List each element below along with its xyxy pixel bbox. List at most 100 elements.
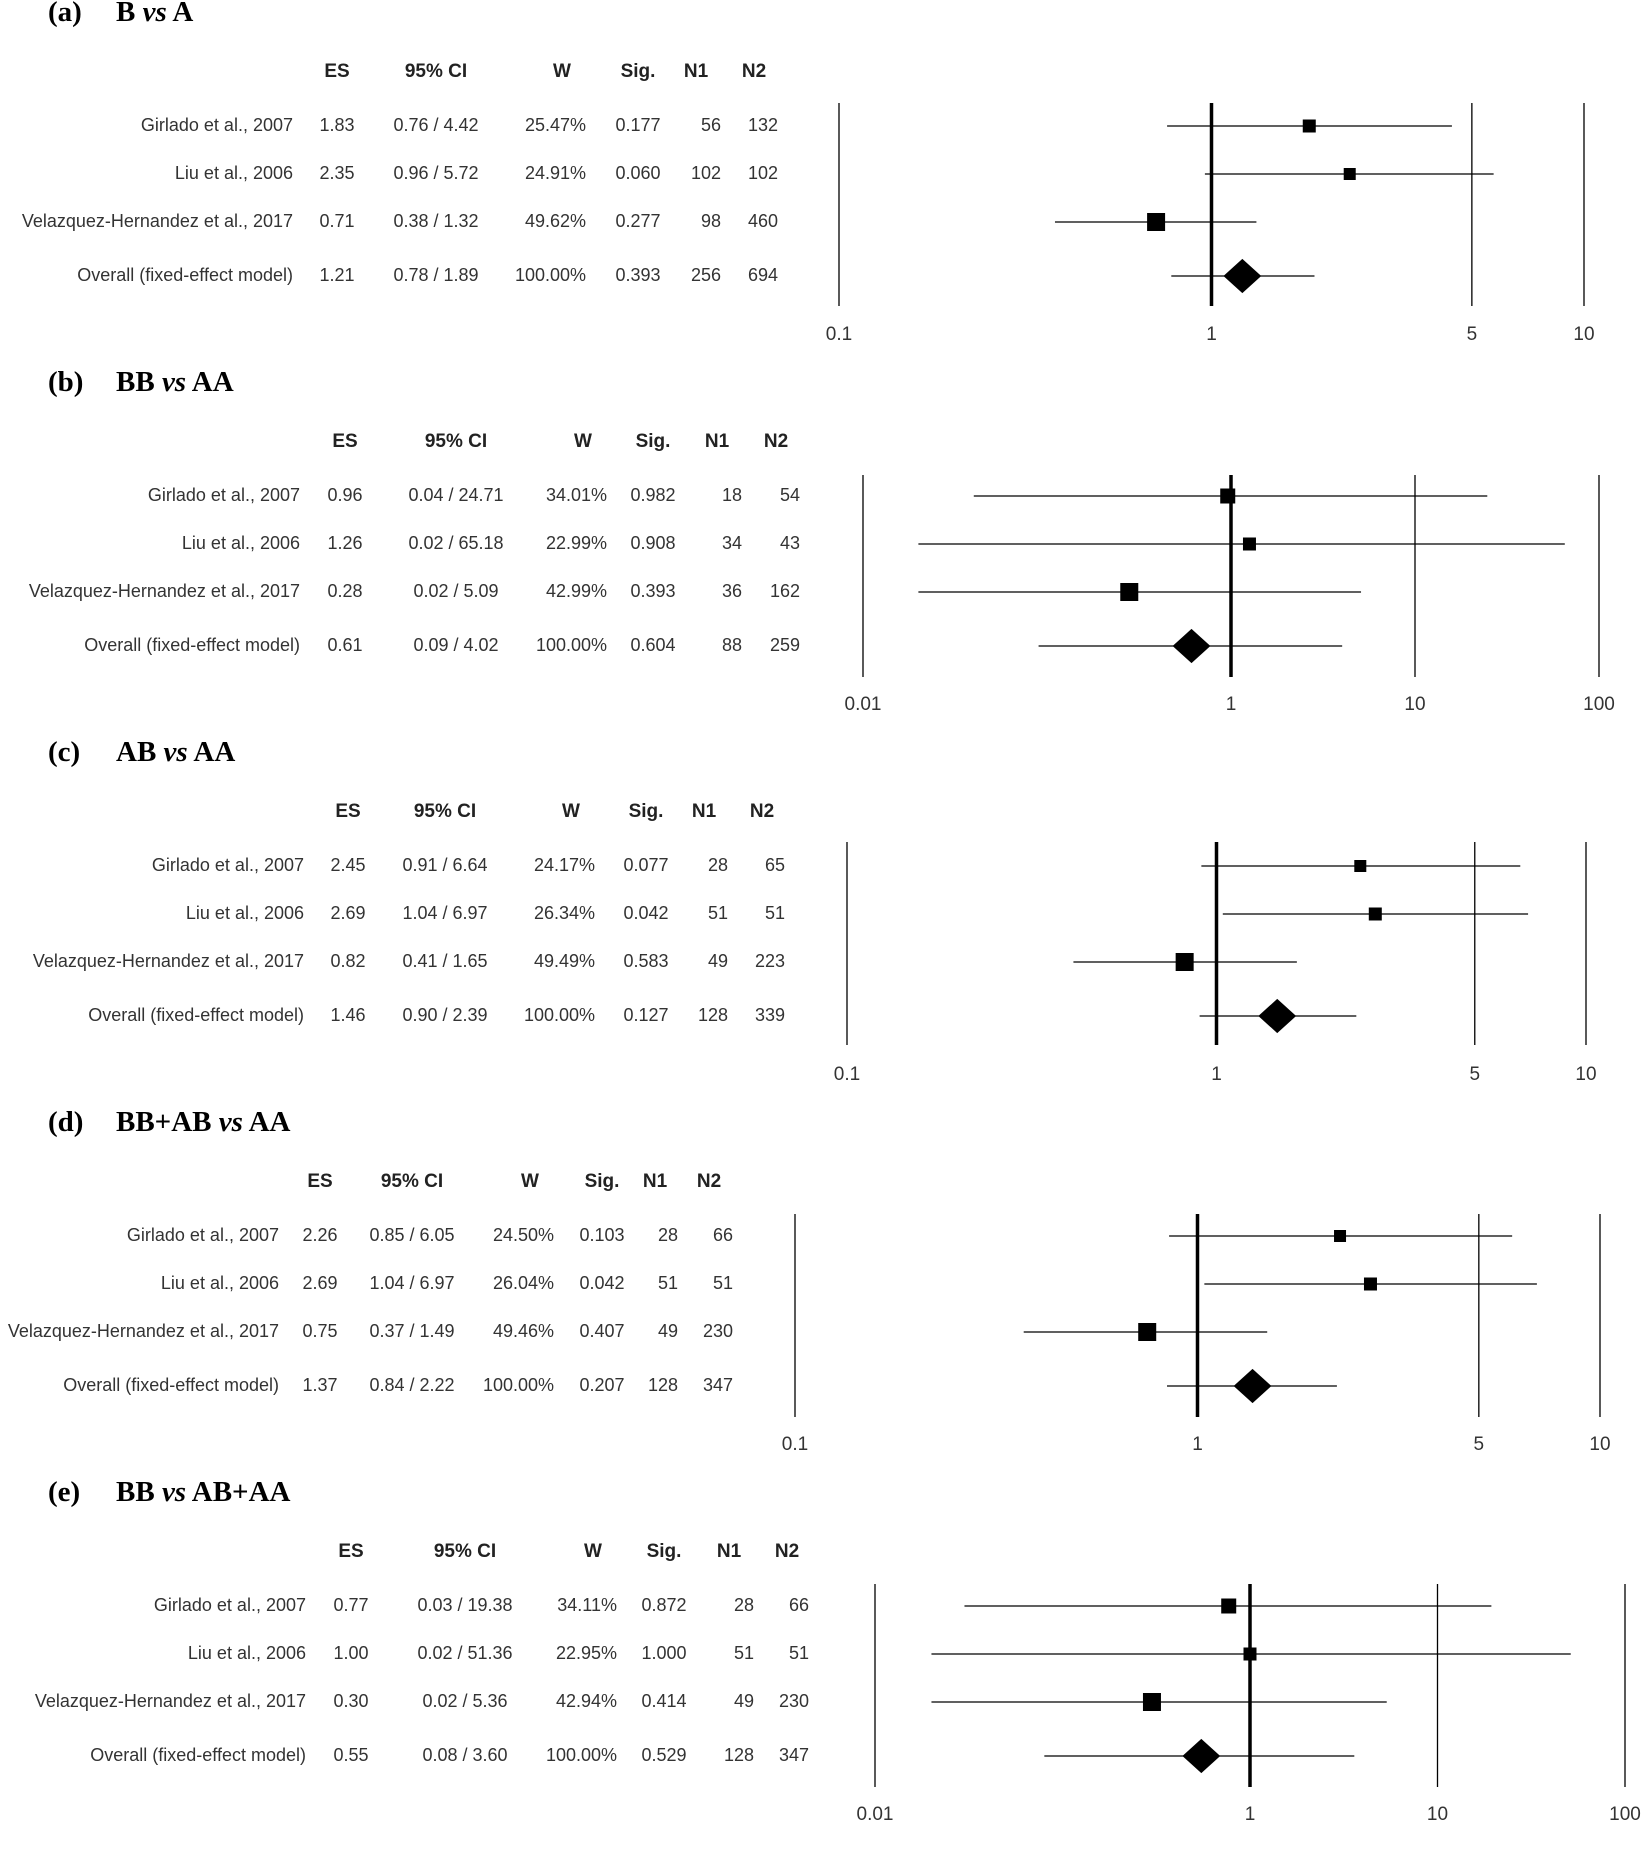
column-header: W — [562, 801, 580, 822]
significance: 0.103 — [579, 1225, 625, 1245]
effect-size: 2.45 — [330, 855, 366, 875]
forest-plot-area: 0.1 1 5 10 — [834, 842, 1597, 1085]
x-tick-label: 0.01 — [845, 694, 882, 715]
n2-count: 694 — [747, 265, 778, 285]
panel-title: (e) BB vs AB+AA — [48, 1476, 290, 1509]
confidence-interval: 0.76 / 4.42 — [393, 115, 479, 135]
column-header: ES — [307, 1171, 333, 1192]
panel-label: (a) — [48, 0, 82, 28]
forest-panel-1: (a) B vs A ES 95% CI W Sig. N1 N2 Girlado et al.… — [0, 0, 1641, 370]
column-header: ES — [335, 801, 361, 822]
study-name: Liu et al., 2006 — [185, 903, 304, 923]
study-estimate-square — [1354, 860, 1367, 872]
column-header: Sig. — [628, 801, 664, 822]
significance: 0.604 — [630, 635, 676, 655]
column-header: ES — [338, 1541, 364, 1562]
confidence-interval: 0.85 / 6.05 — [369, 1225, 455, 1245]
confidence-interval: 0.91 / 6.64 — [402, 855, 488, 875]
study-estimate-square — [1142, 1693, 1161, 1711]
x-tick-label: 1 — [1211, 1064, 1222, 1085]
column-header: W — [521, 1171, 539, 1192]
significance: 0.127 — [623, 1005, 669, 1025]
confidence-interval: 0.78 / 1.89 — [393, 265, 479, 285]
n1-count: 98 — [700, 211, 721, 231]
n1-count: 28 — [733, 1595, 754, 1615]
n2-count: 66 — [788, 1595, 809, 1615]
x-tick-label: 10 — [1427, 1804, 1448, 1825]
significance: 0.277 — [615, 211, 661, 231]
confidence-interval: 0.84 / 2.22 — [369, 1375, 455, 1395]
column-header: N1 — [691, 801, 717, 822]
column-header: N2 — [774, 1541, 800, 1562]
n2-count: 65 — [764, 855, 785, 875]
study-estimate-square — [1120, 583, 1139, 601]
confidence-interval: 0.02 / 5.36 — [422, 1691, 508, 1711]
x-tick-label: 100 — [1609, 1804, 1641, 1825]
n1-count: 28 — [707, 855, 728, 875]
significance: 0.177 — [615, 115, 661, 135]
panel-label: (c) — [48, 736, 81, 768]
n2-count: 230 — [778, 1691, 809, 1711]
significance: 0.407 — [579, 1321, 625, 1341]
study-name: Girlado et al., 2007 — [126, 1225, 279, 1245]
comparison-right: AA — [193, 736, 236, 768]
x-tick-label: 0.1 — [826, 324, 852, 345]
confidence-interval: 0.38 / 1.32 — [393, 211, 479, 231]
effect-size: 0.82 — [330, 951, 366, 971]
n1-count: 34 — [721, 533, 742, 553]
n1-count: 51 — [733, 1643, 754, 1663]
confidence-interval: 0.04 / 24.71 — [408, 485, 504, 505]
significance: 0.982 — [630, 485, 676, 505]
forest-panel-5: (e) BB vs AB+AA ES 95% CI W Sig. N1 N2 Girlado e… — [0, 1476, 1641, 1850]
column-header: N2 — [749, 801, 775, 822]
column-header: 95% CI — [424, 431, 488, 452]
confidence-interval: 0.96 / 5.72 — [393, 163, 479, 183]
column-header: Sig. — [620, 61, 656, 82]
study-name: Girlado et al., 2007 — [140, 115, 293, 135]
study-estimate-square — [1147, 213, 1166, 231]
effect-size: 0.61 — [327, 635, 363, 655]
comparison-left: B — [116, 0, 136, 28]
panel-title: (a) B vs A — [48, 0, 193, 29]
x-tick-label: 0.1 — [782, 1434, 808, 1455]
column-header: W — [553, 61, 571, 82]
x-tick-label: 10 — [1575, 1064, 1596, 1085]
column-header: N2 — [763, 431, 789, 452]
comparison-right: AA — [248, 1106, 291, 1138]
weight: 100.00% — [535, 635, 607, 655]
study-name: Overall (fixed-effect model) — [84, 635, 300, 655]
n1-count: 28 — [657, 1225, 678, 1245]
weight: 42.94% — [555, 1691, 617, 1711]
effect-size: 1.46 — [330, 1005, 366, 1025]
confidence-interval: 0.02 / 65.18 — [408, 533, 504, 553]
n1-count: 102 — [690, 163, 721, 183]
n1-count: 88 — [721, 635, 742, 655]
n1-count: 56 — [700, 115, 721, 135]
weight: 22.99% — [545, 533, 607, 553]
study-name: Velazquez-Hernandez et al., 2017 — [28, 581, 300, 601]
effect-size: 1.26 — [327, 533, 363, 553]
comparison-vs: vs — [161, 366, 187, 398]
weight: 34.01% — [545, 485, 607, 505]
effect-size: 0.30 — [333, 1691, 369, 1711]
study-name: Velazquez-Hernandez et al., 2017 — [34, 1691, 306, 1711]
weight: 100.00% — [545, 1745, 617, 1765]
study-name: Velazquez-Hernandez et al., 2017 — [21, 211, 293, 231]
n2-count: 339 — [754, 1005, 785, 1025]
effect-size: 2.35 — [319, 163, 355, 183]
weight: 24.91% — [524, 163, 586, 183]
confidence-interval: 1.04 / 6.97 — [402, 903, 488, 923]
panel-title: (c) AB vs AA — [48, 736, 235, 769]
forest-plot-area: 0.01 1 10 100 — [845, 475, 1615, 715]
column-header: Sig. — [584, 1171, 620, 1192]
column-header: 95% CI — [413, 801, 477, 822]
study-name: Liu et al., 2006 — [160, 1273, 279, 1293]
n2-count: 51 — [712, 1273, 733, 1293]
n1-count: 128 — [723, 1745, 754, 1765]
confidence-interval: 1.04 / 6.97 — [369, 1273, 455, 1293]
study-name: Girlado et al., 2007 — [147, 485, 300, 505]
weight: 26.04% — [492, 1273, 554, 1293]
effect-size: 1.00 — [333, 1643, 369, 1663]
pooled-estimate-diamond — [1233, 1368, 1272, 1404]
n1-count: 128 — [647, 1375, 678, 1395]
